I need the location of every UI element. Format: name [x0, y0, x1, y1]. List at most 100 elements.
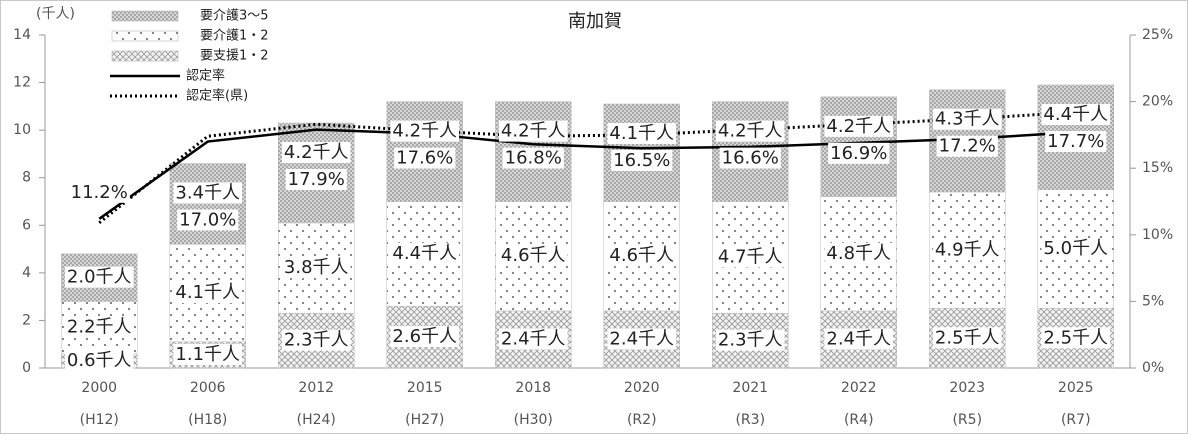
data-label: 4.9千人 — [935, 239, 1000, 260]
data-label: 2.4千人 — [609, 328, 674, 349]
y-axis-label: (千人) — [36, 6, 75, 22]
x-tick-label: 2000 — [81, 380, 117, 396]
data-label: 16.5% — [613, 150, 670, 171]
data-label-bg — [390, 120, 460, 142]
data-label: 17.7% — [1047, 131, 1104, 152]
data-label-bg — [173, 282, 243, 304]
data-label: 17.0% — [179, 209, 236, 230]
data-label-bg — [64, 316, 134, 338]
bar-segment — [169, 163, 246, 245]
x-tick-label: 2006 — [190, 380, 226, 396]
x-tick-sublabel: (H24) — [297, 412, 336, 428]
x-tick-label: 2023 — [949, 380, 985, 396]
data-label-bg — [281, 142, 351, 164]
data-label-bg — [177, 209, 239, 231]
data-label-bg — [715, 329, 785, 351]
line-series — [98, 110, 1076, 224]
data-label-bg — [824, 115, 894, 137]
data-label: 3.8千人 — [284, 257, 349, 278]
y-tick-label: 4 — [22, 265, 31, 281]
y2-tick-label: 25% — [1142, 27, 1173, 43]
legend-label: 要支援1・2 — [200, 49, 269, 64]
data-label: 4.4千人 — [1043, 104, 1108, 125]
data-label: 4.7千人 — [718, 246, 783, 267]
x-tick-label: 2015 — [407, 380, 443, 396]
data-label-bg — [607, 122, 677, 144]
data-label-bg — [64, 266, 134, 288]
data-label: 0.6千人 — [67, 350, 132, 371]
data-label: 4.1千人 — [609, 123, 674, 144]
legend-label: 認定率(県) — [186, 88, 248, 104]
x-tick-sublabel: (H18) — [188, 412, 227, 428]
line-series — [98, 128, 1076, 220]
data-label-bg — [390, 326, 460, 348]
data-label: 2.0千人 — [67, 267, 132, 288]
y-tick-label: 0 — [22, 360, 31, 376]
x-tick-label: 2021 — [732, 380, 768, 396]
data-label-bg — [611, 149, 673, 171]
x-tick-sublabel: (R3) — [735, 412, 765, 428]
data-label: 4.1千人 — [175, 282, 240, 303]
x-tick-label: 2012 — [298, 380, 334, 396]
data-label: 4.8千人 — [826, 243, 891, 264]
x-tick-label: 2020 — [624, 380, 660, 396]
x-tick-label: 2025 — [1058, 380, 1094, 396]
y-tick-label: 6 — [22, 217, 31, 233]
legend-label: 認定率 — [186, 68, 225, 84]
data-label-bg — [607, 328, 677, 350]
data-label-bg — [824, 242, 894, 264]
data-label-bg — [936, 135, 998, 157]
data-label-bg — [932, 327, 1002, 349]
data-label-bg — [715, 120, 785, 142]
data-label: 2.3千人 — [284, 330, 349, 351]
data-label-bg — [281, 329, 351, 351]
data-label-bg — [498, 245, 568, 267]
data-label: 2.3千人 — [718, 330, 783, 351]
data-label-bg — [932, 108, 1002, 130]
x-tick-label: 2018 — [515, 380, 551, 396]
data-label-bg — [498, 328, 568, 350]
x-tick-sublabel: (R5) — [952, 412, 982, 428]
y2-tick-label: 20% — [1142, 94, 1173, 110]
data-label: 4.4千人 — [392, 243, 457, 264]
data-label: 2.2千人 — [67, 317, 132, 338]
data-label: 4.2千人 — [284, 142, 349, 163]
data-label-bg — [1041, 327, 1111, 349]
data-label: 17.2% — [939, 136, 996, 157]
x-tick-sublabel: (R7) — [1061, 412, 1091, 428]
x-tick-sublabel: (R2) — [627, 412, 657, 428]
legend-swatch — [111, 30, 179, 42]
data-label-bg — [281, 257, 351, 279]
chart-title: 南加賀 — [568, 11, 622, 32]
data-label: 5.0千人 — [1043, 238, 1108, 259]
x-tick-sublabel: (H30) — [514, 412, 553, 428]
data-label: 4.2千人 — [826, 116, 891, 137]
data-label-bg — [824, 328, 894, 350]
x-tick-sublabel: (R4) — [844, 412, 874, 428]
data-label: 11.2% — [71, 182, 128, 203]
data-label-bg — [719, 147, 781, 169]
legend-swatch — [111, 10, 179, 22]
data-label-bg — [173, 343, 243, 365]
data-label: 4.2千人 — [718, 121, 783, 142]
data-label-bg — [1041, 103, 1111, 125]
data-label-bg — [1041, 238, 1111, 260]
x-tick-label: 2022 — [841, 380, 877, 396]
data-label: 2.4千人 — [501, 328, 566, 349]
data-label-bg — [607, 245, 677, 267]
y-tick-label: 12 — [13, 75, 31, 91]
y2-tick-label: 15% — [1142, 160, 1173, 176]
data-label-bg — [498, 120, 568, 142]
x-tick-sublabel: (H27) — [405, 412, 444, 428]
data-label: 1.1千人 — [175, 344, 240, 365]
data-label-bg — [502, 147, 564, 169]
data-label-bg — [68, 181, 130, 203]
data-label-bg — [64, 349, 134, 371]
data-label-bg — [932, 239, 1002, 261]
data-label-bg — [285, 169, 347, 191]
legend-swatch — [111, 50, 179, 62]
y-tick-label: 8 — [22, 170, 31, 186]
data-label: 2.5千人 — [1043, 327, 1108, 348]
y2-tick-label: 10% — [1142, 227, 1173, 243]
